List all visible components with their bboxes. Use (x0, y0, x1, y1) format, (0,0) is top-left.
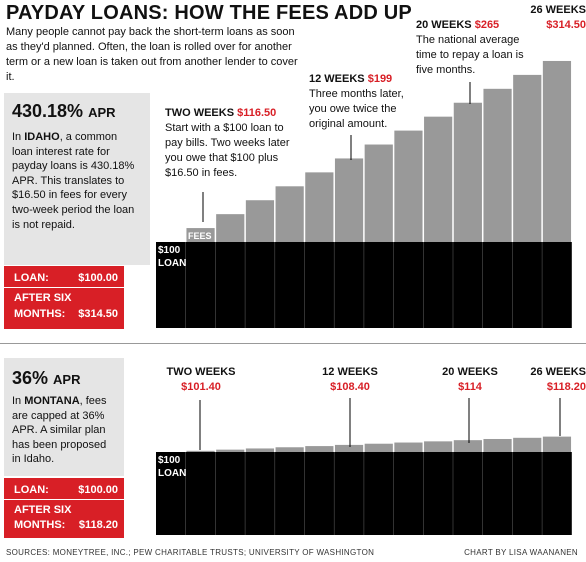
bottom-ann-12-head: 12 WEEKS (322, 366, 378, 378)
bottom-fee-bar-12 (334, 444, 364, 452)
top-annotation-20-weeks: 20 WEEKS $265 The national average time … (416, 18, 524, 78)
bottom-fee-bar-10 (305, 446, 334, 452)
top-loan-label: $100 LOAN (158, 244, 186, 270)
top-ann-12-head: 12 WEEKS (309, 73, 365, 85)
montana-text-post: , fees are capped at 36% APR. A similar … (12, 395, 107, 466)
bottom-ann-20-head: 20 WEEKS (442, 366, 498, 378)
idaho-description: In IDAHO, a common loan interest rate fo… (12, 130, 140, 232)
footer-sources: SOURCES: MONEYTREE, INC.; PEW CHARITABLE… (6, 548, 375, 557)
chart-title: PAYDAY LOANS: HOW THE FEES ADD UP (6, 2, 412, 24)
idaho-text-pre: In (12, 131, 25, 143)
idaho-after-label-2: MONTHS: (14, 308, 66, 320)
bottom-fee-bar-8 (275, 447, 304, 452)
montana-after-label-1: AFTER SIX (14, 504, 72, 516)
bottom-ann-20-value: $114 (458, 381, 482, 393)
top-ann-20-text: The national average time to repay a loa… (416, 34, 524, 76)
top-fee-bar-16 (394, 130, 423, 242)
top-ann-20-head: 20 WEEKS (416, 19, 472, 31)
section-divider (0, 343, 586, 344)
bottom-fee-bar-24 (513, 437, 542, 452)
montana-description: In MONTANA, fees are capped at 36% APR. … (12, 394, 112, 467)
bottom-annotation-12-weeks: 12 WEEKS $108.40 (310, 365, 390, 395)
montana-state-name: MONTANA (24, 395, 80, 407)
montana-apr-heading: 36% APR (12, 368, 81, 389)
top-loan-label-1: $100 (158, 245, 181, 256)
top-ann-26-head: 26 WEEKS (530, 4, 586, 16)
top-fee-bar-4 (216, 214, 245, 242)
top-ann-26-value: $314.50 (546, 19, 586, 31)
top-fee-bar-18 (424, 116, 453, 242)
idaho-apr-value: 430.18% (12, 101, 84, 121)
top-fee-bar-8 (275, 186, 304, 242)
bottom-annotation-20-weeks: 20 WEEKS $114 (430, 365, 510, 395)
bottom-fee-bar-20 (453, 440, 482, 452)
top-fee-bar-10 (305, 172, 334, 242)
bottom-loan-label: $100 LOAN (158, 454, 186, 480)
top-ann-two-text: Start with a $100 loan to pay bills. Two… (165, 122, 290, 179)
top-annotation-26-weeks: 26 WEEKS $314.50 (522, 3, 586, 33)
bottom-annotation-two-weeks: TWO WEEKS $101.40 (158, 365, 244, 395)
top-ann-12-value: $199 (367, 73, 393, 85)
top-ann-two-value: $116.50 (237, 107, 277, 119)
bottom-fee-bar-4 (216, 449, 245, 452)
top-fee-bar-14 (364, 144, 393, 242)
top-fee-bar-2 (186, 228, 215, 242)
bottom-ann-two-value: $101.40 (181, 381, 221, 393)
fees-label: FEES (188, 231, 212, 241)
top-ann-two-head: TWO WEEKS (165, 107, 235, 119)
chart-subtitle: Many people cannot pay back the short-te… (6, 26, 298, 83)
top-fee-bar-24 (513, 74, 542, 242)
bottom-fee-bar-14 (364, 443, 393, 452)
bottom-ann-26-value: $118.20 (546, 381, 586, 393)
idaho-panel: 430.18% APR In IDAHO, a common loan inte… (4, 93, 150, 265)
montana-after-value: $118.20 (78, 519, 118, 531)
top-loan-label-2: LOAN (158, 258, 187, 269)
idaho-state-name: IDAHO (24, 131, 60, 143)
montana-loan-value: $100.00 (78, 484, 118, 496)
montana-apr-value: 36% (12, 368, 49, 388)
top-fee-bar-22 (483, 88, 512, 243)
montana-panel: 36% APR In MONTANA, fees are capped at 3… (4, 358, 124, 476)
montana-totals-box: LOAN: $100.00 AFTER SIX MONTHS: $118.20 (4, 478, 124, 538)
bottom-ann-two-head: TWO WEEKS (166, 366, 236, 378)
idaho-loan-value: $100.00 (78, 272, 118, 284)
montana-loan-label: LOAN: (14, 484, 49, 496)
bottom-fee-bar-22 (483, 438, 512, 452)
bottom-loan-label-2: LOAN (158, 468, 187, 479)
top-ann-20-value: $265 (474, 19, 500, 31)
top-fee-bar-26 (542, 60, 572, 242)
top-annotation-12-weeks: 12 WEEKS $199 Three months later, you ow… (309, 72, 419, 132)
montana-after-label-2: MONTHS: (14, 519, 66, 531)
top-ann-12-text: Three months later, you owe twice the or… (309, 88, 404, 130)
montana-apr-unit: APR (53, 372, 81, 387)
bottom-loan-label-1: $100 (158, 455, 181, 466)
idaho-after-value: $314.50 (78, 308, 118, 320)
bottom-fee-bar-26 (542, 436, 572, 452)
bottom-fee-bar-6 (245, 448, 275, 452)
idaho-text-post: , a common loan interest rate for payday… (12, 131, 135, 231)
idaho-apr-unit: APR (88, 105, 116, 120)
top-annotation-two-weeks: TWO WEEKS $116.50 Start with a $100 loan… (165, 106, 295, 181)
idaho-after-label-1: AFTER SIX (14, 292, 72, 304)
montana-text-pre: In (12, 395, 25, 407)
top-fee-bar-20 (453, 102, 482, 243)
bottom-fee-bar-18 (424, 441, 453, 452)
idaho-totals-box: LOAN: $100.00 AFTER SIX MONTHS: $314.50 (4, 266, 124, 329)
top-fee-bar-12 (334, 158, 364, 242)
bottom-annotation-26-weeks: 26 WEEKS $118.20 (522, 365, 586, 395)
idaho-apr-heading: 430.18% APR (12, 101, 116, 122)
top-fee-bar-6 (245, 200, 275, 242)
bottom-fee-bar-2 (186, 450, 215, 452)
bottom-ann-26-head: 26 WEEKS (530, 366, 586, 378)
footer-credit: CHART BY LISA WAANANEN (464, 548, 578, 557)
bottom-ann-12-value: $108.40 (330, 381, 370, 393)
bottom-fee-bar-16 (394, 442, 423, 452)
idaho-loan-label: LOAN: (14, 272, 49, 284)
